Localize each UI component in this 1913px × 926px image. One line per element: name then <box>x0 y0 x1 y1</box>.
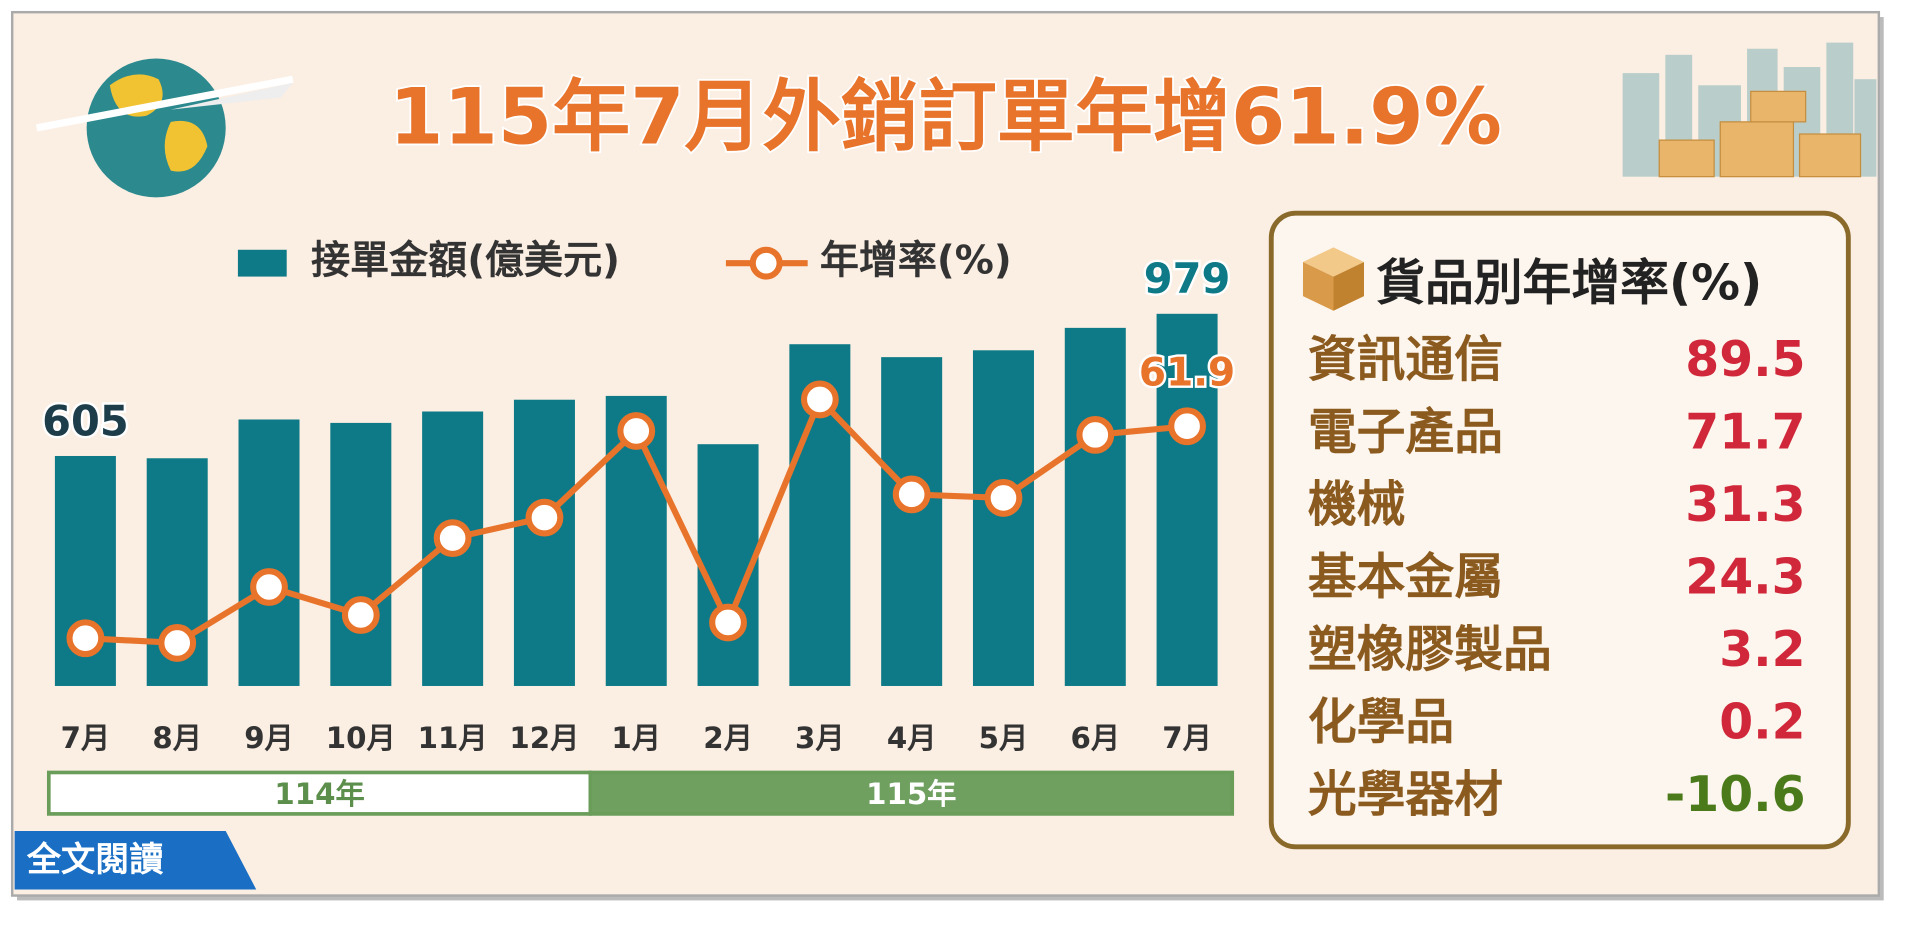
bar-value-label: 979 <box>1144 255 1231 303</box>
line-marker <box>158 624 197 662</box>
line-marker <box>709 603 747 642</box>
product-name: 資訊通信 <box>1308 332 1503 388</box>
year-band <box>46 770 593 816</box>
line-marker <box>525 498 564 537</box>
legend-label: 接單金額(億美元) <box>311 239 620 284</box>
x-tick-label: 4月 <box>887 721 937 755</box>
x-tick-label: 1月 <box>611 721 661 755</box>
x-tick-label: 5月 <box>979 721 1029 755</box>
bar <box>881 357 943 686</box>
box-icon <box>1302 247 1364 311</box>
x-tick-label: 6月 <box>1070 721 1120 755</box>
product-panel <box>1268 210 1851 850</box>
year-label: 114年 <box>274 777 364 811</box>
product-name: 化學品 <box>1308 695 1454 751</box>
line-marker <box>66 619 105 658</box>
line-marker <box>433 519 472 558</box>
legend-label: 年增率(%) <box>820 239 1012 284</box>
product-value: -10.6 <box>1665 767 1806 823</box>
main-title: 115年7月外銷訂單年增61.9% <box>389 72 1502 162</box>
product-value: 31.3 <box>1685 477 1805 533</box>
product-name: 機械 <box>1308 477 1406 533</box>
x-tick-label: 10月 <box>326 721 396 755</box>
year-label: 115年 <box>866 777 956 811</box>
product-name: 光學器材 <box>1308 767 1503 823</box>
button-label[interactable]: 全文閱讀 <box>26 840 164 880</box>
product-value: 89.5 <box>1685 332 1805 388</box>
line-marker <box>1076 416 1115 454</box>
line-marker <box>250 568 288 606</box>
button-bg[interactable] <box>14 830 257 890</box>
product-value: 3.2 <box>1719 622 1805 678</box>
line-marker <box>892 475 931 514</box>
bar <box>330 422 392 686</box>
bar <box>1156 313 1218 686</box>
line-value-label: 61.9 <box>1139 351 1235 396</box>
product-value: 0.2 <box>1719 695 1805 751</box>
bar <box>972 350 1034 686</box>
product-name: 塑橡膠製品 <box>1308 622 1552 678</box>
legend-marker <box>749 246 783 280</box>
product-value: 24.3 <box>1685 550 1805 606</box>
panel-title: 貨品別年增率(%) <box>1376 255 1762 311</box>
x-tick-label: 3月 <box>795 721 845 755</box>
line-marker <box>341 596 380 634</box>
x-tick-label: 11月 <box>418 721 488 755</box>
bar <box>238 419 300 686</box>
x-tick-label: 12月 <box>509 721 579 755</box>
bar-value-label: 605 <box>42 397 129 445</box>
x-tick-label: 8月 <box>152 721 202 755</box>
line-marker <box>1168 407 1206 446</box>
globe <box>35 58 294 198</box>
full-text-button[interactable]: 全文閱讀 <box>14 830 257 890</box>
legend-swatch <box>237 249 287 277</box>
product-name: 電子產品 <box>1308 405 1503 461</box>
bar <box>513 399 575 686</box>
year-band <box>588 770 1235 816</box>
x-tick-label: 7月 <box>61 721 111 755</box>
product-value: 71.7 <box>1685 405 1805 461</box>
x-tick-label: 7月 <box>1162 721 1212 755</box>
boxes <box>1658 90 1862 178</box>
bar <box>1064 327 1126 686</box>
x-tick-label: 2月 <box>703 721 753 755</box>
line-marker <box>800 380 839 419</box>
line-marker <box>984 479 1023 517</box>
line-marker <box>617 412 656 450</box>
x-tick-label: 9月 <box>244 721 294 755</box>
product-name: 基本金屬 <box>1308 550 1503 606</box>
